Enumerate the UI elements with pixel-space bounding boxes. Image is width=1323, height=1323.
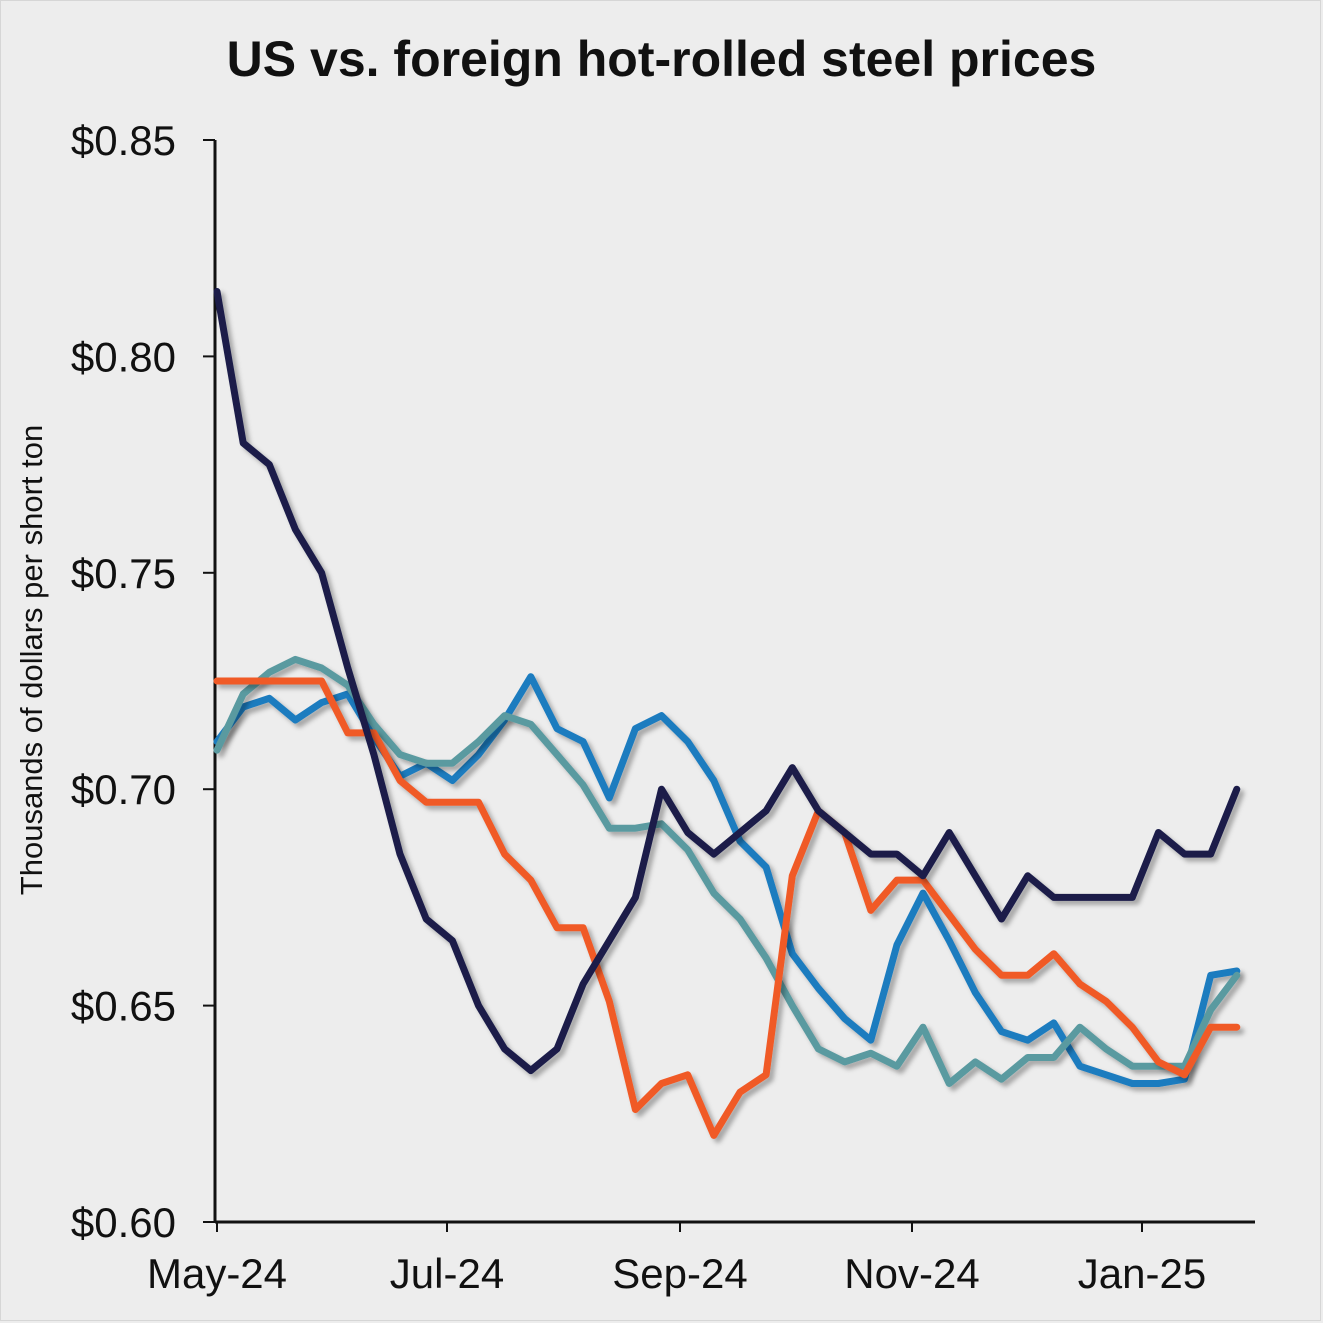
tick-labels: $0.60 $0.65 $0.70 $0.75 $0.80 $0.85 May-24 Jul-…	[14, 117, 1206, 1297]
chart-title: US vs. foreign hot-rolled steel prices	[226, 31, 1097, 87]
series-line-4	[213, 288, 1241, 1074]
x-tick-label: Jul-24	[390, 1250, 504, 1297]
series-line-3	[213, 677, 1241, 1139]
x-tick-label: Jan-25	[1078, 1250, 1206, 1297]
x-tick-label: May-24	[147, 1250, 287, 1297]
y-tick-label: $0.65	[71, 983, 176, 1030]
series-line-2	[213, 655, 1241, 1087]
x-tick-label: Nov-24	[844, 1250, 979, 1297]
x-tick-label: Sep-24	[612, 1250, 747, 1297]
series-group	[213, 288, 1241, 1139]
y-tick-label: $0.60	[71, 1199, 176, 1246]
y-axis-title: Thousands of dollars per short ton	[14, 425, 49, 895]
y-tick-label: $0.75	[71, 550, 176, 597]
y-tick-label: $0.85	[71, 117, 176, 164]
y-tick-label: $0.80	[71, 333, 176, 380]
y-tick-label: $0.70	[71, 766, 176, 813]
